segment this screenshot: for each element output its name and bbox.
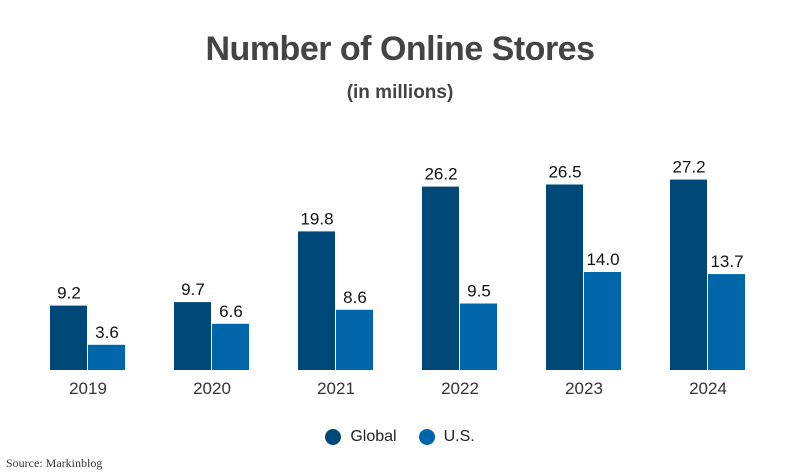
data-label-us-2019: 3.6 [95, 323, 119, 342]
bar-us-2022 [460, 303, 497, 370]
chart-title: Number of Online Stores [205, 30, 596, 68]
data-label-us-2023: 14.0 [586, 250, 619, 269]
bar-us-2023 [584, 272, 621, 370]
data-label-global-2019: 9.2 [57, 284, 81, 303]
x-tick-label-2021: 2021 [317, 379, 355, 398]
data-label-us-2020: 6.6 [219, 302, 243, 321]
x-tick-label-2019: 2019 [69, 379, 107, 398]
x-tick-label-2024: 2024 [689, 379, 727, 398]
legend-swatch-us [418, 429, 435, 445]
x-tick-label-2023: 2023 [565, 379, 603, 398]
bar-global-2022 [422, 186, 459, 370]
legend-item-global: Global [325, 428, 397, 446]
legend-swatch-global [325, 429, 342, 445]
data-label-global-2022: 26.2 [424, 165, 457, 184]
bar-us-2019 [88, 344, 125, 370]
data-label-global-2024: 27.2 [672, 158, 705, 177]
bar-global-2019 [50, 305, 87, 370]
legend-label-us: U.S. [443, 428, 475, 445]
legend-item-us: U.S. [418, 428, 475, 446]
bar-global-2024 [670, 179, 707, 370]
chart-subtitle: (in millions) [346, 82, 454, 103]
bar-us-2021 [336, 309, 373, 370]
bar-global-2023 [546, 184, 583, 370]
data-label-us-2024: 13.7 [710, 252, 743, 271]
legend: Global U.S. [0, 428, 800, 446]
bar-us-2020 [212, 323, 249, 370]
bar-us-2024 [708, 274, 745, 370]
legend-label-global: Global [350, 428, 397, 445]
bar-global-2021 [298, 231, 335, 370]
source-note: Source: Markinblog [6, 456, 103, 470]
data-label-global-2023: 26.5 [548, 163, 581, 182]
data-label-us-2021: 8.6 [343, 288, 367, 307]
x-tick-label-2022: 2022 [441, 379, 479, 398]
data-label-us-2022: 9.5 [467, 282, 491, 301]
data-label-global-2020: 9.7 [181, 280, 205, 299]
x-tick-label-2020: 2020 [193, 379, 231, 398]
bar-global-2020 [174, 302, 211, 370]
data-label-global-2021: 19.8 [300, 209, 333, 228]
